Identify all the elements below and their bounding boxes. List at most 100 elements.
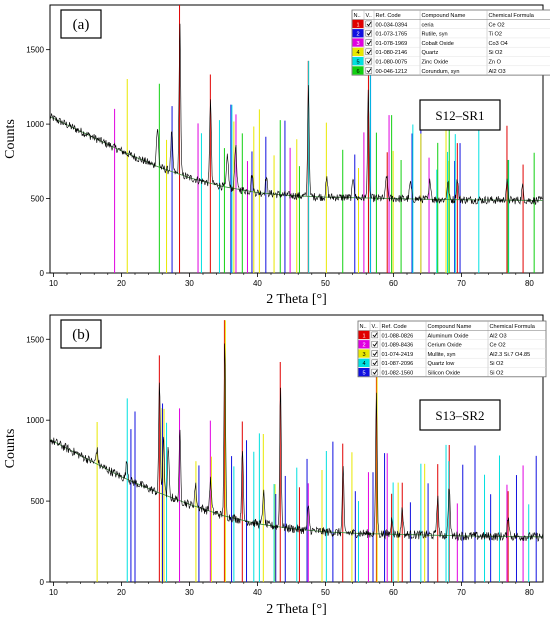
legend-code: 01-082-1560 [382, 371, 414, 377]
chart-panel-a: 10 20 30 40 50 60 70 80 0 500 1000 1500 2 Theta [°] C… [3, 4, 550, 307]
y-axis-title: Counts [3, 119, 18, 159]
visible-checkbox [371, 368, 379, 376]
check-icon [366, 21, 372, 27]
legend-formula: Ce O2 [490, 343, 506, 349]
y-tick-label: 500 [31, 195, 45, 204]
phase-number: 3 [356, 41, 359, 47]
legend-name: Mullite, syn [428, 352, 456, 358]
legend-row: 5 01-080-0075 Zinc Oxide Zn O [352, 57, 502, 66]
phase-color-swatch [352, 38, 364, 47]
x-tick-label: 70 [457, 588, 466, 597]
legend-name: Quartz [422, 50, 439, 56]
phase-color-swatch [352, 29, 364, 38]
x-tick-label: 10 [49, 279, 58, 288]
y-axis-title: Counts [3, 429, 18, 469]
reference-lines-phase-4 [126, 79, 450, 273]
legend-row: 5 01-082-1560 Silicon Oxide Si O2 [358, 368, 504, 377]
legend-row: 3 01-074-2419 Mullite, syn Al2.3 Si.7 O4.85 [358, 349, 530, 358]
y-tick-label: 500 [31, 497, 45, 506]
x-tick-label: 60 [389, 588, 398, 597]
legend-code: 01-087-2096 [382, 361, 414, 367]
panel-label: (b) [72, 327, 90, 343]
phase-color-swatch [352, 47, 364, 56]
legend-row: 2 01-089-8436 Cerium Oxide Ce O2 [358, 340, 506, 349]
phase-color-swatch [358, 349, 370, 358]
reference-lines-phase-6 [158, 83, 535, 273]
x-tick-label: 50 [321, 279, 330, 288]
phase-number: 5 [356, 60, 359, 66]
sample-label-box [419, 399, 501, 431]
check-icon [366, 40, 372, 46]
x-tick-label: 60 [389, 279, 398, 288]
phase-legend-table: N.. V.. Ref. Code Compound Name Chemical For… [351, 9, 550, 76]
legend-code: 00-046-1212 [376, 69, 408, 75]
legend-frame [351, 9, 550, 76]
check-icon [366, 68, 372, 73]
x-tick-label: 20 [117, 588, 126, 597]
visible-checkbox [365, 39, 373, 46]
plot-area [50, 5, 543, 273]
check-icon [366, 59, 372, 64]
sample-label: S12–SR1 [435, 108, 484, 123]
visible-checkbox [365, 29, 373, 37]
legend-formula: Al2 O3 [490, 333, 507, 339]
visible-checkbox [371, 340, 379, 348]
legend-formula: Ti O2 [489, 32, 502, 38]
legend-code: 01-088-0826 [382, 333, 414, 339]
visible-checkbox [365, 20, 373, 28]
check-icon [372, 342, 378, 347]
x-axis-title: 2 Theta [°] [266, 602, 327, 617]
legend-header: V.. [372, 324, 379, 330]
legend-code: 00-034-0394 [376, 22, 408, 28]
legend-header: Chemical Formula [490, 324, 536, 330]
phase-color-swatch [358, 368, 370, 377]
phase-number: 3 [362, 352, 365, 358]
panel-label-box [60, 319, 102, 349]
phase-color-swatch [352, 66, 364, 75]
check-icon [372, 370, 378, 375]
legend-name: Cobalt Oxide [422, 41, 454, 47]
check-icon [366, 31, 372, 36]
x-axis-title: 2 Theta [°] [266, 292, 327, 307]
legend-formula: Zn O [489, 60, 502, 66]
legend-header: Ref. Code [382, 324, 407, 330]
y-tick-label: 1000 [26, 120, 44, 129]
reference-lines-phase-2 [171, 71, 461, 273]
visible-checkbox [365, 67, 373, 74]
plot-area [50, 320, 543, 582]
legend-row: 4 01-080-2146 Quartz Si O2 [352, 47, 503, 56]
phase-color-swatch [352, 57, 364, 66]
legend-name: Zinc Oxide [422, 60, 449, 66]
legend-name: Silicon Oxide [428, 371, 461, 377]
panel-label: (a) [73, 17, 90, 33]
reference-lines-phase-5 [130, 403, 537, 582]
y-tick-label: 1500 [26, 46, 44, 55]
legend-name: ceria [422, 22, 435, 28]
legend-formula: Ce O2 [489, 22, 505, 28]
legend-code: 01-074-2419 [382, 352, 414, 358]
legend-code: 01-078-1969 [376, 41, 408, 47]
phase-number: 1 [362, 333, 365, 339]
phase-number: 2 [356, 32, 359, 38]
check-icon [372, 360, 378, 366]
check-icon [372, 332, 378, 338]
reference-lines-phase-4 [126, 398, 530, 582]
y-tick-label: 0 [40, 578, 45, 587]
phase-color-swatch [358, 340, 370, 349]
phase-number: 4 [356, 50, 359, 56]
chart-panel-b: 10 20 30 40 50 60 70 80 0 500 1000 1500 2 Theta [°] C… [3, 314, 547, 617]
sample-label: S13–SR2 [435, 408, 484, 423]
diffraction-pattern [50, 23, 543, 205]
legend-code: 01-073-1765 [376, 32, 408, 38]
phase-number: 5 [362, 371, 365, 377]
visible-checkbox [365, 48, 373, 56]
phase-number: 1 [356, 22, 359, 28]
panel-label-box [60, 9, 102, 39]
legend-row: 2 01-073-1765 Rutile, syn Ti O2 [352, 29, 502, 38]
x-tick-label: 50 [321, 588, 330, 597]
legend-header: N.. [360, 324, 368, 330]
legend-name: Quartz low [428, 361, 456, 367]
legend-row: 3 01-078-1969 Cobalt Oxide Co3 O4 [352, 38, 508, 47]
legend-name: Aluminum Oxide [428, 333, 469, 339]
